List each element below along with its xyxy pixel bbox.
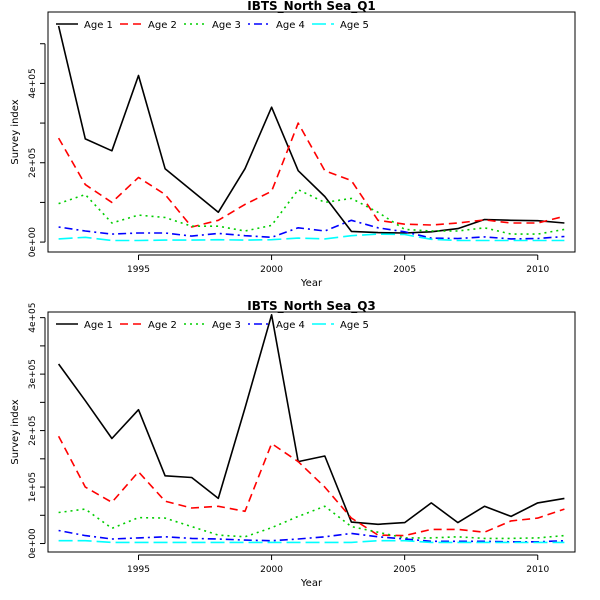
- series-line-age-3: [58, 188, 565, 235]
- y-tick-label: 3e+05: [28, 359, 38, 389]
- y-axis: 0e+00 1e+05 2e+05 3e+05 4e+05: [28, 303, 46, 559]
- legend-label: Age 4: [276, 20, 305, 31]
- y-tick-label: 4e+05: [28, 68, 38, 98]
- legend-label: Age 2: [148, 320, 177, 331]
- series-group: [57, 25, 565, 242]
- x-tick-label: 2005: [393, 265, 416, 275]
- legend-item: Age 4: [248, 20, 305, 31]
- y-tick-label: 0e+00: [28, 227, 38, 258]
- legend-label: Age 3: [212, 320, 241, 331]
- series-line-age-5: [58, 233, 565, 242]
- x-axis: 1995 2000 2005 2010: [127, 554, 549, 575]
- x-tick-label: 2000: [260, 265, 283, 275]
- y-axis-label: Survey index: [10, 99, 21, 164]
- series-line-age-1: [57, 313, 565, 526]
- legend-label: Age 5: [340, 320, 369, 331]
- y-tick-label: 0e+00: [28, 528, 38, 559]
- x-tick-label: 1995: [127, 565, 150, 575]
- legend-item: Age 5: [312, 20, 369, 31]
- panel-q3: IBTS_North Sea_Q3 1995 2000 2005 2010 Year 0e+…: [10, 299, 576, 589]
- legend-item: Age 3: [184, 20, 241, 31]
- y-axis: 0e+00 2e+05 4e+05: [28, 43, 46, 258]
- y-tick-label: 1e+05: [28, 472, 38, 502]
- legend-item: Age 1: [56, 20, 113, 31]
- plot-frame: [47, 11, 576, 253]
- x-tick-label: 2005: [393, 565, 416, 575]
- legend-item: Age 3: [184, 320, 241, 331]
- legend-label: Age 1: [84, 320, 113, 331]
- legend-item: Age 5: [312, 320, 369, 331]
- x-axis-label: Year: [300, 578, 323, 589]
- legend-label: Age 4: [276, 320, 305, 331]
- legend-item: Age 2: [120, 320, 177, 331]
- legend-item: Age 1: [56, 320, 113, 331]
- series-line-age-2: [57, 122, 565, 228]
- panel-q1: IBTS_North Sea_Q1 1995 2000 2005 2010 Year 0e+…: [10, 0, 576, 289]
- series-group: [57, 313, 565, 544]
- legend: Age 1 Age 2 Age 3 Age 4 Age 5: [56, 320, 369, 331]
- y-tick-label: 4e+05: [28, 303, 38, 333]
- series-line-age-2: [57, 435, 565, 537]
- legend-item: Age 4: [248, 320, 305, 331]
- series-line-age-4: [58, 219, 565, 240]
- y-tick-label: 2e+05: [28, 148, 38, 178]
- series-line-age-3: [58, 505, 565, 540]
- plot-frame: [47, 311, 576, 553]
- legend: Age 1 Age 2 Age 3 Age 4 Age 5: [56, 20, 369, 31]
- legend-label: Age 3: [212, 20, 241, 31]
- y-tick-label: 2e+05: [28, 415, 38, 445]
- x-tick-label: 2010: [526, 565, 549, 575]
- legend-item: Age 2: [120, 20, 177, 31]
- x-axis-label: Year: [300, 278, 323, 289]
- chart-title: IBTS_North Sea_Q1: [247, 0, 376, 14]
- series-line-age-4: [58, 529, 565, 543]
- x-tick-label: 1995: [127, 265, 150, 275]
- x-tick-label: 2000: [260, 565, 283, 575]
- legend-label: Age 2: [148, 20, 177, 31]
- x-tick-label: 2010: [526, 265, 549, 275]
- legend-label: Age 5: [340, 20, 369, 31]
- y-axis-label: Survey index: [10, 399, 21, 464]
- x-axis: 1995 2000 2005 2010: [127, 254, 549, 275]
- legend-label: Age 1: [84, 20, 113, 31]
- chart-title: IBTS_North Sea_Q3: [247, 299, 376, 314]
- series-line-age-1: [57, 25, 565, 234]
- series-line-age-5: [58, 539, 565, 544]
